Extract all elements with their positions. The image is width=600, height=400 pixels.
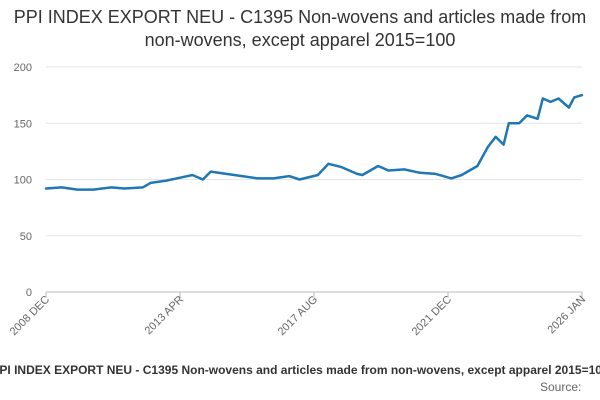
x-tick-label: 2017 AUG <box>276 294 320 338</box>
source-label: Source: <box>540 380 582 394</box>
x-tick-label: 2021 DEC <box>410 294 454 338</box>
y-tick-label: 100 <box>14 175 32 187</box>
chart-caption: PPI INDEX EXPORT NEU - C1395 Non-wovens … <box>0 363 600 377</box>
y-tick-label: 50 <box>20 231 32 243</box>
chart-footer: PPI INDEX EXPORT NEU - C1395 Non-wovens … <box>0 363 600 399</box>
y-tick-label: 0 <box>26 287 32 299</box>
chart-title: PPI INDEX EXPORT NEU - C1395 Non-wovens … <box>13 7 587 50</box>
x-tick-label: 2026 JAN <box>545 294 588 337</box>
line-chart: 0 50 100 150 200 2008 DEC 2013 APR 2017 AUG 2021… <box>8 62 588 338</box>
y-tick-label: 150 <box>14 118 32 130</box>
series-line <box>44 93 584 191</box>
y-tick-label: 200 <box>14 62 32 74</box>
x-tick-label: 2008 DEC <box>8 294 52 338</box>
x-tick-label: 2013 APR <box>143 294 187 338</box>
